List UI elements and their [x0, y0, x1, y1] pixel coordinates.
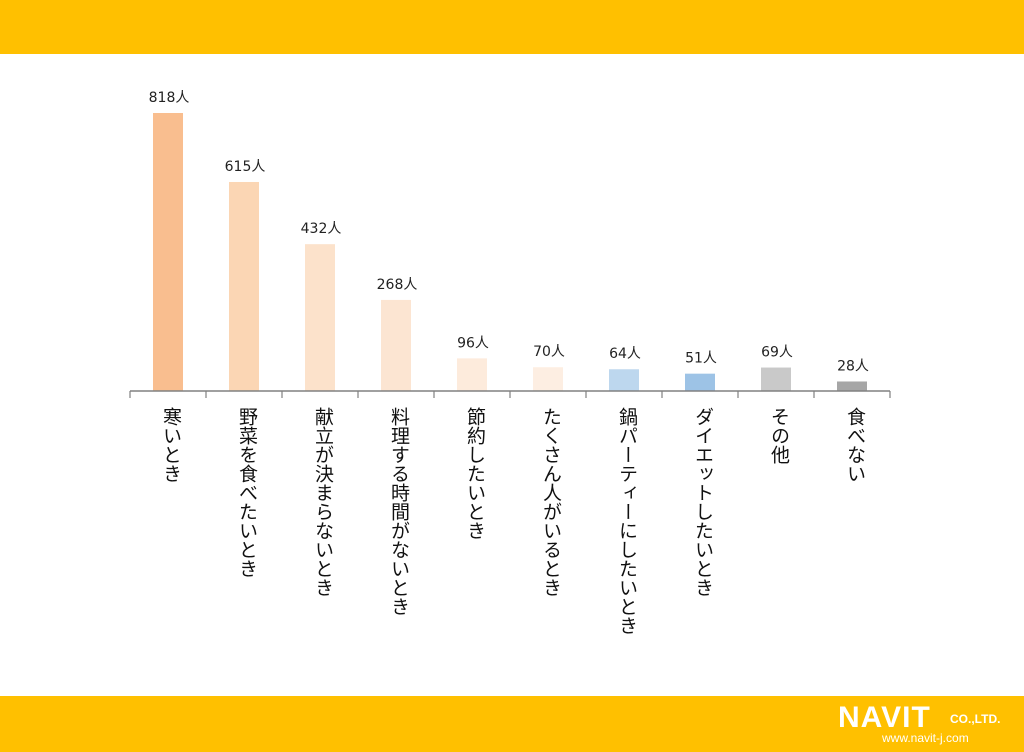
- bar-value-label: 28人: [837, 358, 869, 374]
- category-label: ダイエットしたいとき: [692, 407, 714, 597]
- category-label: その他: [768, 407, 790, 464]
- bar: [609, 369, 639, 391]
- bar: [533, 367, 563, 391]
- bar: [457, 358, 487, 391]
- category-label: 節約したいとき: [464, 407, 486, 540]
- bar-value-label: 818人: [149, 90, 190, 106]
- bar: [305, 244, 335, 391]
- category-label: 野菜を食べたいとき: [236, 407, 258, 578]
- bar-value-label: 51人: [685, 351, 717, 367]
- bar: [229, 181, 259, 391]
- category-label: たくさん人がいるとき: [540, 407, 562, 597]
- value-labels-group: 818人 615人 432人 268人 96人 70人 64人 51人 69人 28人: [149, 90, 869, 374]
- bar: [153, 113, 183, 391]
- bar-value-label: 268人: [377, 277, 418, 293]
- bar-value-label: 70人: [533, 344, 565, 360]
- bar: [761, 367, 791, 391]
- bottom-banner: [0, 696, 1024, 752]
- category-label: 鍋パーティーにしたいとき: [616, 407, 638, 635]
- navit-logo: NAVIT CO.,LTD. www.navit-j.com: [838, 702, 1014, 746]
- bar-value-label: 432人: [301, 221, 342, 237]
- bar-value-label: 69人: [761, 345, 793, 361]
- bars-group: [153, 113, 867, 391]
- x-axis-ticks-group: [129, 391, 891, 398]
- logo-suffix: CO.,LTD.: [950, 712, 1001, 726]
- category-label: 寒いとき: [160, 407, 182, 483]
- bar-value-label: 64人: [609, 346, 641, 362]
- bar-value-label: 615人: [225, 159, 266, 175]
- bar: [837, 381, 867, 391]
- logo-name: NAVIT: [838, 701, 931, 734]
- logo-url: www.navit-j.com: [882, 731, 969, 745]
- bar: [381, 299, 411, 391]
- category-labels-group: 寒いとき 野菜を食べたいとき 献立が決まらないとき 料理する時間がないとき 節約したいと…: [160, 407, 866, 635]
- bar-value-label: 96人: [457, 335, 489, 351]
- category-label: 献立が決まらないとき: [312, 407, 334, 597]
- bar: [685, 373, 715, 391]
- category-label: 食べない: [844, 407, 866, 483]
- category-label: 料理する時間がないとき: [388, 407, 410, 616]
- top-banner: [0, 0, 1024, 54]
